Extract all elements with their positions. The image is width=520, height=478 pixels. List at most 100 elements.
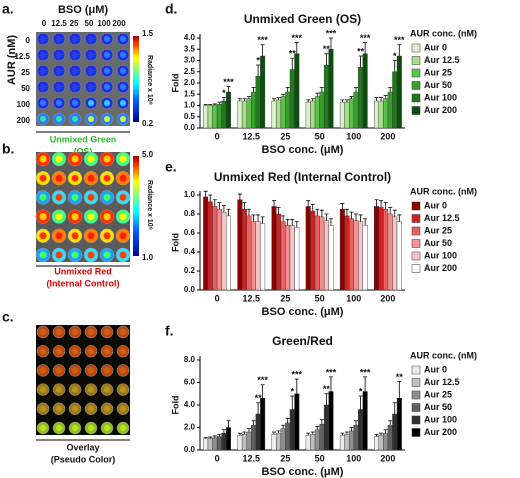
significance: *** bbox=[257, 35, 268, 45]
well-center bbox=[56, 100, 62, 106]
y-tick-label: 0.0 bbox=[184, 445, 196, 454]
significance: ** bbox=[255, 393, 263, 403]
well-center bbox=[56, 425, 62, 431]
error-bar bbox=[290, 219, 295, 226]
bar bbox=[216, 436, 222, 451]
well-center bbox=[119, 155, 127, 163]
error-bar bbox=[221, 429, 226, 434]
bar bbox=[280, 428, 286, 451]
row-label: 50 bbox=[21, 84, 30, 93]
bar bbox=[305, 435, 311, 451]
well-center bbox=[40, 329, 46, 335]
bar bbox=[260, 223, 266, 291]
error-bar bbox=[285, 219, 290, 226]
error-bar bbox=[294, 221, 299, 228]
well-center bbox=[88, 405, 94, 412]
legend-swatch bbox=[411, 251, 421, 261]
well-center bbox=[56, 68, 62, 74]
row-label: 12.5 bbox=[14, 52, 30, 61]
well-center bbox=[72, 386, 78, 393]
error-bar bbox=[226, 208, 231, 216]
error-bar bbox=[397, 380, 402, 399]
error-bar bbox=[315, 208, 320, 216]
y-tick-label: 0.4 bbox=[184, 247, 196, 256]
bar bbox=[387, 425, 393, 451]
well-center bbox=[72, 348, 78, 355]
legend-swatch bbox=[411, 214, 421, 223]
bar bbox=[225, 91, 231, 129]
x-tick-label: 0 bbox=[215, 453, 220, 463]
x-tick-label: 50 bbox=[315, 293, 325, 303]
well-center bbox=[40, 367, 46, 374]
x-tick-label: 12.5 bbox=[242, 131, 260, 141]
error-bar bbox=[217, 101, 222, 105]
bar bbox=[339, 435, 345, 451]
x-axis-title: BSO conc. (μM) bbox=[262, 306, 344, 318]
bar bbox=[319, 216, 325, 291]
colorbar-min: 0.2 bbox=[142, 119, 154, 128]
bar bbox=[344, 101, 350, 129]
bar bbox=[255, 413, 261, 451]
error-bar bbox=[203, 103, 208, 106]
colorbar-title: Radiance x 10⁸ bbox=[146, 180, 153, 230]
well-center bbox=[104, 329, 110, 335]
error-bar bbox=[340, 99, 345, 103]
significance: *** bbox=[394, 35, 405, 45]
bar bbox=[280, 96, 286, 129]
well-center bbox=[103, 155, 111, 163]
error-bar bbox=[328, 218, 333, 226]
well-center bbox=[39, 251, 47, 259]
bar bbox=[353, 425, 359, 451]
well-center bbox=[104, 348, 110, 355]
well-center bbox=[104, 405, 110, 412]
error-bar bbox=[242, 202, 247, 210]
well-center bbox=[55, 251, 63, 259]
legend-swatch bbox=[411, 428, 421, 437]
well-center bbox=[104, 36, 110, 42]
legend-label: Aur 25 bbox=[424, 67, 452, 77]
x-tick-label: 0 bbox=[215, 293, 220, 303]
error-bar bbox=[319, 209, 324, 217]
error-bar bbox=[388, 206, 393, 214]
significance: ** bbox=[323, 384, 331, 394]
well-center bbox=[120, 68, 126, 74]
well-center bbox=[56, 52, 62, 58]
significance: ** bbox=[289, 49, 297, 59]
x-tick-label: 200 bbox=[380, 293, 395, 303]
bar bbox=[328, 49, 334, 129]
y-axis-title: Fold bbox=[170, 396, 180, 415]
bar bbox=[241, 209, 247, 291]
well-center bbox=[71, 213, 79, 221]
bar bbox=[396, 398, 402, 451]
error-bar bbox=[374, 97, 379, 101]
bar bbox=[362, 225, 368, 291]
chart-title: Unmixed Red (Internal Control) bbox=[214, 170, 391, 184]
error-bar bbox=[315, 425, 320, 430]
well-center bbox=[88, 100, 94, 106]
significance: ** bbox=[323, 44, 331, 54]
error-bar bbox=[276, 206, 281, 214]
colorbar bbox=[133, 36, 139, 122]
bar bbox=[289, 409, 295, 451]
bar bbox=[358, 67, 364, 129]
bar bbox=[260, 398, 266, 451]
bar bbox=[362, 53, 368, 129]
well-center bbox=[39, 213, 47, 221]
error-bar bbox=[379, 200, 384, 208]
chart-title: Green/Red bbox=[272, 334, 333, 348]
caption: (Internal Control) bbox=[47, 278, 120, 288]
error-bar bbox=[324, 213, 329, 221]
error-bar bbox=[315, 92, 320, 97]
well-center bbox=[119, 174, 127, 182]
y-tick-label: 0.8 bbox=[184, 209, 196, 218]
error-bar bbox=[344, 99, 349, 103]
colorbar-max: 5.0 bbox=[142, 150, 154, 159]
bar bbox=[271, 434, 277, 451]
well-center bbox=[40, 386, 46, 393]
well-center bbox=[88, 68, 94, 74]
x-tick-label: 100 bbox=[346, 131, 361, 141]
bar bbox=[310, 434, 316, 451]
bar bbox=[225, 215, 231, 291]
error-bar bbox=[397, 214, 402, 222]
error-bar bbox=[392, 402, 397, 414]
